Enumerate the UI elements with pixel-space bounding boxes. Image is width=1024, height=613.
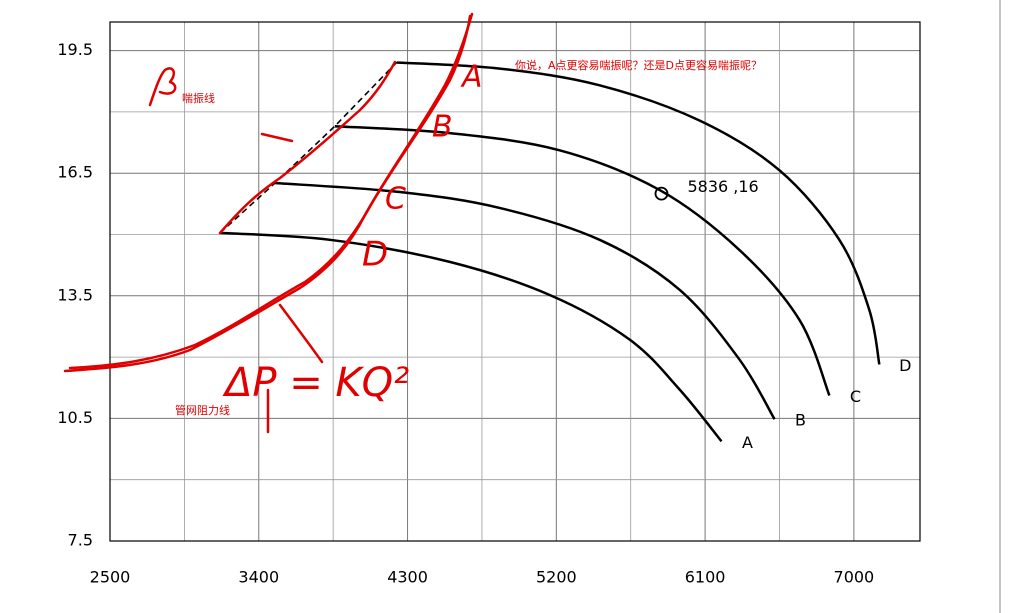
series-label: D bbox=[899, 356, 911, 375]
x-tick-label: 7000 bbox=[834, 568, 875, 587]
y-tick-label: 13.5 bbox=[57, 285, 93, 304]
y-tick-label: 16.5 bbox=[57, 163, 93, 182]
plot-frame bbox=[109, 21, 921, 542]
handwritten-label: B bbox=[432, 110, 453, 145]
resistance-line-sketch bbox=[68, 14, 472, 370]
resistance-line-label: 管网阻力线 bbox=[175, 403, 230, 417]
scribble bbox=[260, 132, 294, 143]
y-tick-label: 7.5 bbox=[68, 531, 93, 550]
surge-line-sketch bbox=[218, 60, 397, 235]
question-annotation: 你说，A点更容易喘振呢？还是D点更容易喘振呢？ bbox=[515, 58, 762, 72]
x-tick-label: 3400 bbox=[238, 568, 279, 587]
x-tick-label: 6100 bbox=[685, 568, 726, 587]
formula: ΔP = KQ² bbox=[222, 360, 409, 406]
series-line bbox=[274, 181, 776, 420]
handwritten-label: C bbox=[385, 182, 406, 217]
scribble bbox=[278, 303, 324, 364]
surge-connector bbox=[219, 61, 398, 234]
handwritten-label: A bbox=[460, 60, 483, 95]
scribble bbox=[148, 67, 177, 107]
x-tick-label: 5200 bbox=[536, 568, 577, 587]
series-line bbox=[219, 231, 723, 443]
plot-area bbox=[219, 61, 881, 443]
y-tick-label: 10.5 bbox=[57, 408, 93, 427]
x-tick-label: 4300 bbox=[387, 568, 428, 587]
y-tick-label: 19.5 bbox=[57, 40, 93, 59]
point-label: 5836 ,16 bbox=[687, 177, 758, 196]
handwritten-label: D bbox=[362, 235, 388, 275]
series-line bbox=[396, 61, 881, 365]
series-label: C bbox=[850, 387, 861, 406]
series-line bbox=[334, 124, 831, 396]
resistance-line-sketch bbox=[63, 12, 474, 373]
x-tick-label: 2500 bbox=[90, 568, 131, 587]
highlight-point bbox=[654, 186, 669, 201]
surge-line-label: 喘振线 bbox=[182, 91, 215, 105]
series-label: A bbox=[742, 433, 753, 452]
series-label: B bbox=[795, 411, 806, 430]
